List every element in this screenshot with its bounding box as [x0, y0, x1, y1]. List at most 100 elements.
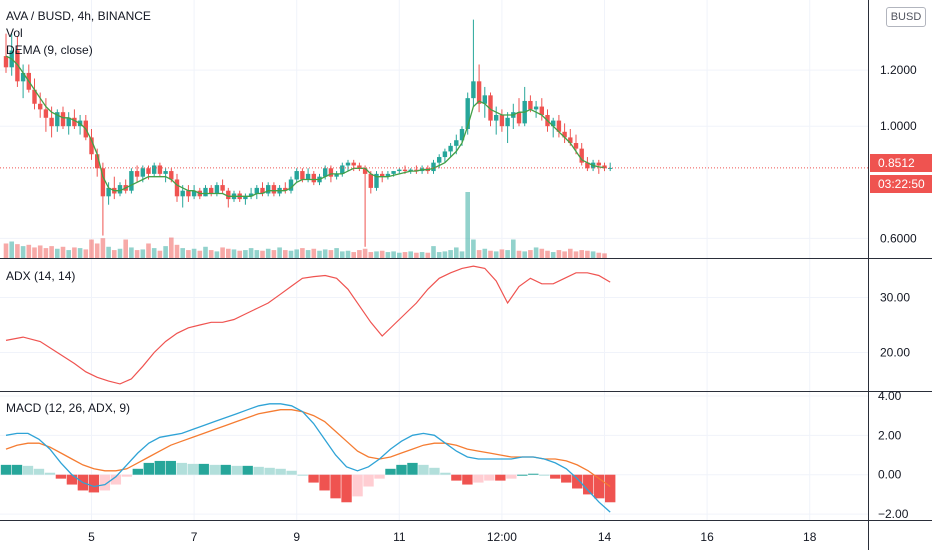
price-axis-label: 0.6000	[880, 231, 917, 245]
candle-body	[437, 157, 442, 163]
macd-histogram-bar	[253, 466, 264, 475]
time-axis-label: 14	[598, 530, 612, 544]
candle-body	[505, 117, 510, 127]
macd-histogram-bar	[506, 474, 517, 479]
volume-bar	[100, 238, 106, 258]
macd-histogram-bar	[429, 467, 440, 475]
candle-body	[431, 162, 436, 172]
volume-bar	[277, 247, 282, 258]
macd-histogram-bar	[352, 474, 363, 497]
volume-bar	[203, 246, 208, 258]
candle-body	[43, 109, 49, 118]
volume-bar	[590, 251, 596, 258]
time-axis-label: 5	[88, 530, 95, 544]
candle-body	[191, 190, 197, 197]
candle-body	[556, 120, 562, 132]
volume-bar	[545, 250, 550, 258]
volume-bar	[94, 243, 100, 258]
volume-bar	[37, 245, 43, 258]
volume-bar	[482, 248, 488, 258]
volume-bar	[317, 250, 322, 258]
macd-histogram-bar	[561, 474, 572, 483]
time-axis-label: 9	[293, 530, 300, 544]
adx-legend[interactable]: ADX (14, 14)	[6, 268, 75, 285]
volume-bar	[294, 249, 299, 258]
macd-title: MACD (12, 26, ADX, 9)	[6, 401, 131, 415]
volume-bar	[288, 250, 294, 258]
volume-bar	[271, 250, 277, 258]
candle-body	[596, 162, 601, 166]
candle-body	[163, 171, 168, 174]
dema-line	[5, 55, 605, 197]
macd-histogram-bar	[407, 462, 418, 475]
macd-histogram-bar	[231, 465, 242, 475]
candle-body	[248, 193, 254, 197]
macd-histogram-bar	[517, 474, 528, 476]
macd-histogram-bar	[385, 468, 396, 475]
volume-bar	[528, 250, 533, 258]
candle-body	[499, 114, 505, 127]
vol-label[interactable]: Vol	[6, 26, 23, 40]
volume-bar	[408, 251, 413, 258]
volume-bar	[340, 251, 345, 258]
volume-bar	[89, 239, 94, 258]
macd-histogram-bar	[605, 474, 616, 503]
candle-body	[169, 171, 174, 180]
volume-bar	[197, 250, 203, 258]
volume-bar	[362, 248, 368, 258]
candle-body	[482, 95, 487, 104]
candle-body	[602, 165, 607, 169]
macd-histogram-bar	[528, 473, 539, 475]
volume-bar	[174, 244, 180, 258]
price-axis-label: 1.2000	[880, 63, 917, 77]
candle-body	[283, 187, 288, 191]
macd-histogram-bar	[286, 470, 297, 475]
volume-bar	[471, 239, 476, 258]
volume-bar	[140, 249, 146, 258]
macd-histogram-bar	[121, 474, 133, 477]
volume-bar	[32, 247, 37, 258]
macd-histogram-bar	[583, 474, 594, 495]
volume-bar	[83, 249, 89, 258]
candle-body	[106, 187, 111, 197]
candle-body	[209, 187, 214, 194]
chart-legend: AVA / BUSD, 4h, BINANCE Vol DEMA (9, clo…	[6, 8, 151, 59]
volume-bar	[539, 248, 545, 258]
volume-bar	[334, 248, 339, 258]
macd-histogram-bar	[462, 474, 473, 485]
candle-body	[89, 137, 94, 155]
candle-body	[100, 168, 106, 197]
macd-histogram-bar	[396, 464, 407, 475]
volume-bar	[186, 250, 191, 258]
adx-title: ADX (14, 14)	[6, 269, 76, 283]
volume-bar	[328, 250, 334, 258]
candle-body	[66, 117, 71, 127]
macd-legend[interactable]: MACD (12, 26, ADX, 9)	[6, 400, 130, 417]
macd-histogram-bar	[44, 472, 56, 475]
volume-bar	[573, 251, 579, 258]
candle-body	[397, 169, 402, 172]
macd-histogram-bar	[209, 464, 220, 475]
candle-body	[20, 72, 26, 82]
volume-bar	[305, 250, 311, 258]
volume-bar	[226, 248, 231, 258]
adx-axis-label: 30.00	[880, 291, 910, 305]
candle-body	[243, 196, 248, 200]
candle-body	[608, 167, 613, 169]
adx-line	[5, 265, 611, 385]
symbol-label[interactable]: AVA / BUSD, 4h, BINANCE	[6, 9, 151, 23]
candle-body	[55, 112, 60, 127]
dema-label[interactable]: DEMA (9, close)	[6, 43, 93, 57]
currency-badge[interactable]: BUSD	[886, 7, 926, 27]
volume-bar	[499, 249, 505, 258]
candle-body	[368, 173, 373, 188]
volume-bar	[49, 246, 54, 258]
volume-bar	[243, 250, 248, 258]
volume-bar	[237, 250, 242, 258]
macd-histogram-bar	[132, 468, 144, 475]
candle-body	[391, 171, 396, 174]
volume-bar	[385, 252, 391, 258]
